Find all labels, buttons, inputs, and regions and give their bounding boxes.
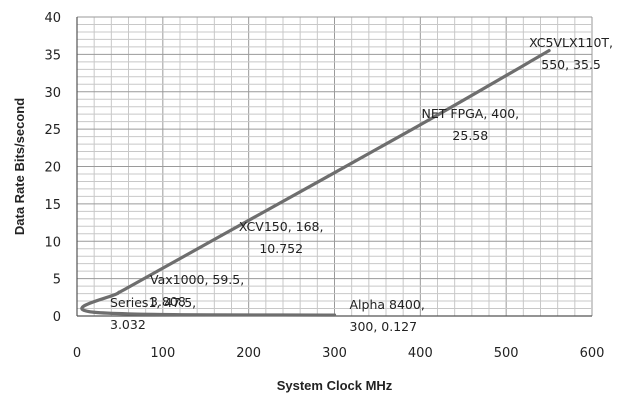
- data-point: [126, 286, 130, 290]
- data-point: [92, 310, 96, 314]
- data-label: 550, 35.5: [541, 57, 601, 72]
- data-label: Alpha 8400,: [350, 297, 425, 312]
- y-tick-label: 25: [44, 123, 61, 138]
- data-label: NET FPGA, 400,: [422, 106, 520, 121]
- data-label: Series1, 47.5,: [110, 295, 196, 310]
- data-point: [547, 49, 551, 53]
- data-label: 3.808: [150, 294, 186, 309]
- x-axis-label: System Clock MHz: [277, 378, 393, 393]
- x-tick-label: 600: [580, 346, 605, 361]
- data-label: XCV150, 168,: [239, 219, 324, 234]
- data-point: [418, 123, 422, 127]
- x-tick-label: 100: [150, 346, 175, 361]
- tick-labels: 0 100 200 300 400 500 600 0 5 10 15 20 25 30 35 40: [44, 11, 604, 361]
- data-label: 10.752: [259, 241, 303, 256]
- data-point: [333, 313, 336, 317]
- y-tick-label: 20: [44, 161, 61, 176]
- x-tick-label: 0: [73, 346, 81, 361]
- y-tick-label: 0: [53, 310, 61, 325]
- data-label: 300, 0.127: [350, 319, 418, 334]
- data-label: XC5VLX110T,: [529, 35, 613, 50]
- data-label: 25.58: [452, 128, 488, 143]
- y-tick-label: 40: [44, 11, 61, 26]
- x-tick-label: 200: [236, 346, 261, 361]
- y-axis-label: Data Rate Bits/second: [12, 98, 27, 235]
- y-tick-label: 10: [44, 235, 61, 250]
- y-tick-label: 30: [44, 86, 61, 101]
- x-tick-label: 500: [494, 346, 519, 361]
- y-tick-label: 15: [44, 198, 61, 213]
- x-tick-label: 300: [322, 346, 347, 361]
- data-point: [116, 291, 120, 295]
- series-group: [80, 49, 551, 317]
- y-tick-label: 5: [53, 273, 61, 288]
- data-labels: Alpha 8400, 300, 0.127 Series1, 47.5, 3.032…: [110, 35, 613, 334]
- y-tick-label: 35: [44, 48, 61, 63]
- x-tick-label: 400: [408, 346, 433, 361]
- data-label: 3.032: [110, 317, 146, 332]
- data-label: Vax1000, 59.5,: [150, 272, 244, 287]
- data-point: [219, 234, 223, 238]
